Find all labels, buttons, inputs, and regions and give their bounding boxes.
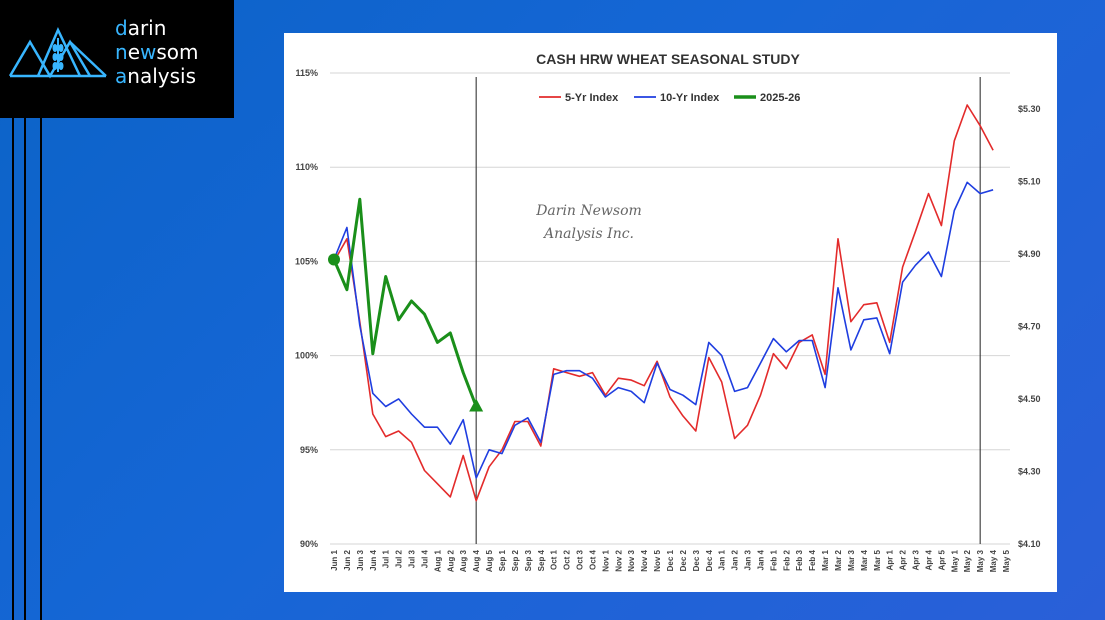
legend-label: 2025-26 (760, 92, 800, 104)
logo-mountains-icon (8, 26, 107, 79)
y-left-tick-label: 100% (295, 351, 318, 361)
x-tick-label: Sep 2 (511, 549, 520, 571)
x-tick-label: Dec 4 (705, 549, 714, 571)
y-right-tick-label: $4.50 (1018, 394, 1041, 404)
x-tick-label: Jul 3 (408, 549, 417, 568)
x-tick-label: May 3 (976, 549, 985, 572)
x-tick-label: Apr 5 (937, 549, 946, 570)
series-line-2025-26 (332, 197, 478, 408)
chart-panel: CASH HRW WHEAT SEASONAL STUDY Darin News… (284, 33, 1057, 592)
legend-label: 5-Yr Index (565, 92, 619, 104)
x-tick-label: Aug 1 (433, 549, 442, 572)
x-tick-label: May 2 (963, 549, 972, 572)
legend-label: 10-Yr Index (660, 92, 720, 104)
x-tick-label: Dec 1 (666, 549, 675, 571)
x-tick-label: Mar 1 (821, 549, 830, 570)
watermark-line-1: Darin Newsom (535, 203, 642, 219)
x-tick-label: Sep 4 (537, 549, 546, 571)
x-tick-label: Feb 4 (808, 549, 817, 570)
y-right-tick-label: $4.30 (1018, 467, 1041, 477)
x-tick-label: Jun 4 (369, 549, 378, 570)
x-tick-label: Dec 2 (679, 549, 688, 571)
x-tick-label: Jul 1 (382, 549, 391, 568)
x-tick-label: Apr 3 (912, 549, 921, 570)
series-start-marker (328, 253, 340, 266)
y-left-tick-label: 115% (295, 68, 318, 78)
x-tick-label: Jan 4 (756, 549, 765, 570)
x-tick-label: Jun 2 (343, 549, 352, 570)
x-tick-label: Apr 1 (886, 549, 895, 570)
x-tick-label: Nov 4 (640, 549, 649, 571)
series-end-marker (469, 398, 484, 412)
seasonal-chart: CASH HRW WHEAT SEASONAL STUDY Darin News… (295, 51, 1041, 572)
series-line-10-yr-index (333, 181, 994, 479)
x-tick-label: Nov 3 (627, 549, 636, 571)
x-tick-label: Jul 4 (420, 549, 429, 568)
x-tick-label: Jul 2 (395, 549, 404, 568)
x-tick-label: Feb 2 (782, 549, 791, 570)
x-tick-label: Nov 1 (601, 549, 610, 571)
x-tick-label: Nov 5 (653, 549, 662, 571)
x-tick-label: Nov 2 (614, 549, 623, 571)
legend: 5-Yr Index 10-Yr Index 2025-26 (539, 92, 800, 104)
logo: darin newsom analysis (0, 0, 234, 118)
watermark-line-2: Analysis Inc. (542, 226, 634, 242)
x-tick-label: Dec 3 (692, 549, 701, 571)
series-line-5-yr-index (333, 104, 994, 502)
x-tick-label: Jan 1 (718, 549, 727, 570)
decorative-line (40, 118, 42, 620)
x-tick-label: Feb 1 (769, 549, 778, 570)
x-tick-label: Sep 3 (524, 549, 533, 571)
logo-text: darin newsom analysis (115, 16, 199, 88)
decorative-line (12, 118, 14, 620)
x-tick-label: Jun 3 (356, 549, 365, 570)
x-tick-label: Mar 3 (847, 549, 856, 570)
y-left-tick-label: 105% (295, 256, 318, 266)
decorative-line (24, 118, 26, 620)
x-tick-label: Oct 1 (550, 549, 559, 570)
x-tick-label: May 4 (989, 549, 998, 572)
x-tick-label: Feb 3 (795, 549, 804, 570)
y-right-tick-label: $4.70 (1018, 322, 1041, 332)
x-tick-label: Jan 2 (731, 549, 740, 570)
x-tick-label: Oct 2 (563, 549, 572, 570)
x-tick-label: May 1 (950, 549, 959, 572)
x-tick-label: Mar 2 (834, 549, 843, 570)
x-tick-label: Aug 3 (459, 549, 468, 572)
y-left-tick-label: 95% (300, 445, 318, 455)
x-tick-label: Mar 4 (860, 549, 869, 570)
y-left-tick-label: 110% (295, 162, 318, 172)
x-tick-label: Aug 2 (446, 549, 455, 572)
x-tick-label: Jun 1 (330, 549, 339, 570)
x-tick-label: Oct 4 (588, 549, 597, 570)
x-tick-label: Oct 3 (576, 549, 585, 570)
y-right-tick-label: $4.10 (1018, 539, 1041, 549)
x-tick-label: Sep 1 (498, 549, 507, 571)
x-tick-label: Apr 4 (924, 549, 933, 570)
y-right-tick-label: $5.10 (1018, 177, 1041, 187)
x-tick-label: Mar 5 (873, 549, 882, 570)
x-tick-label: Apr 2 (899, 549, 908, 570)
chart-title: CASH HRW WHEAT SEASONAL STUDY (536, 51, 800, 67)
x-tick-label: Aug 5 (485, 549, 494, 572)
y-right-tick-label: $4.90 (1018, 249, 1041, 259)
x-tick-label: Aug 4 (472, 549, 481, 572)
y-left-tick-label: 90% (300, 539, 318, 549)
x-tick-label: May 5 (1002, 549, 1011, 572)
x-tick-label: Jan 3 (744, 549, 753, 570)
y-right-tick-label: $5.30 (1018, 104, 1041, 114)
